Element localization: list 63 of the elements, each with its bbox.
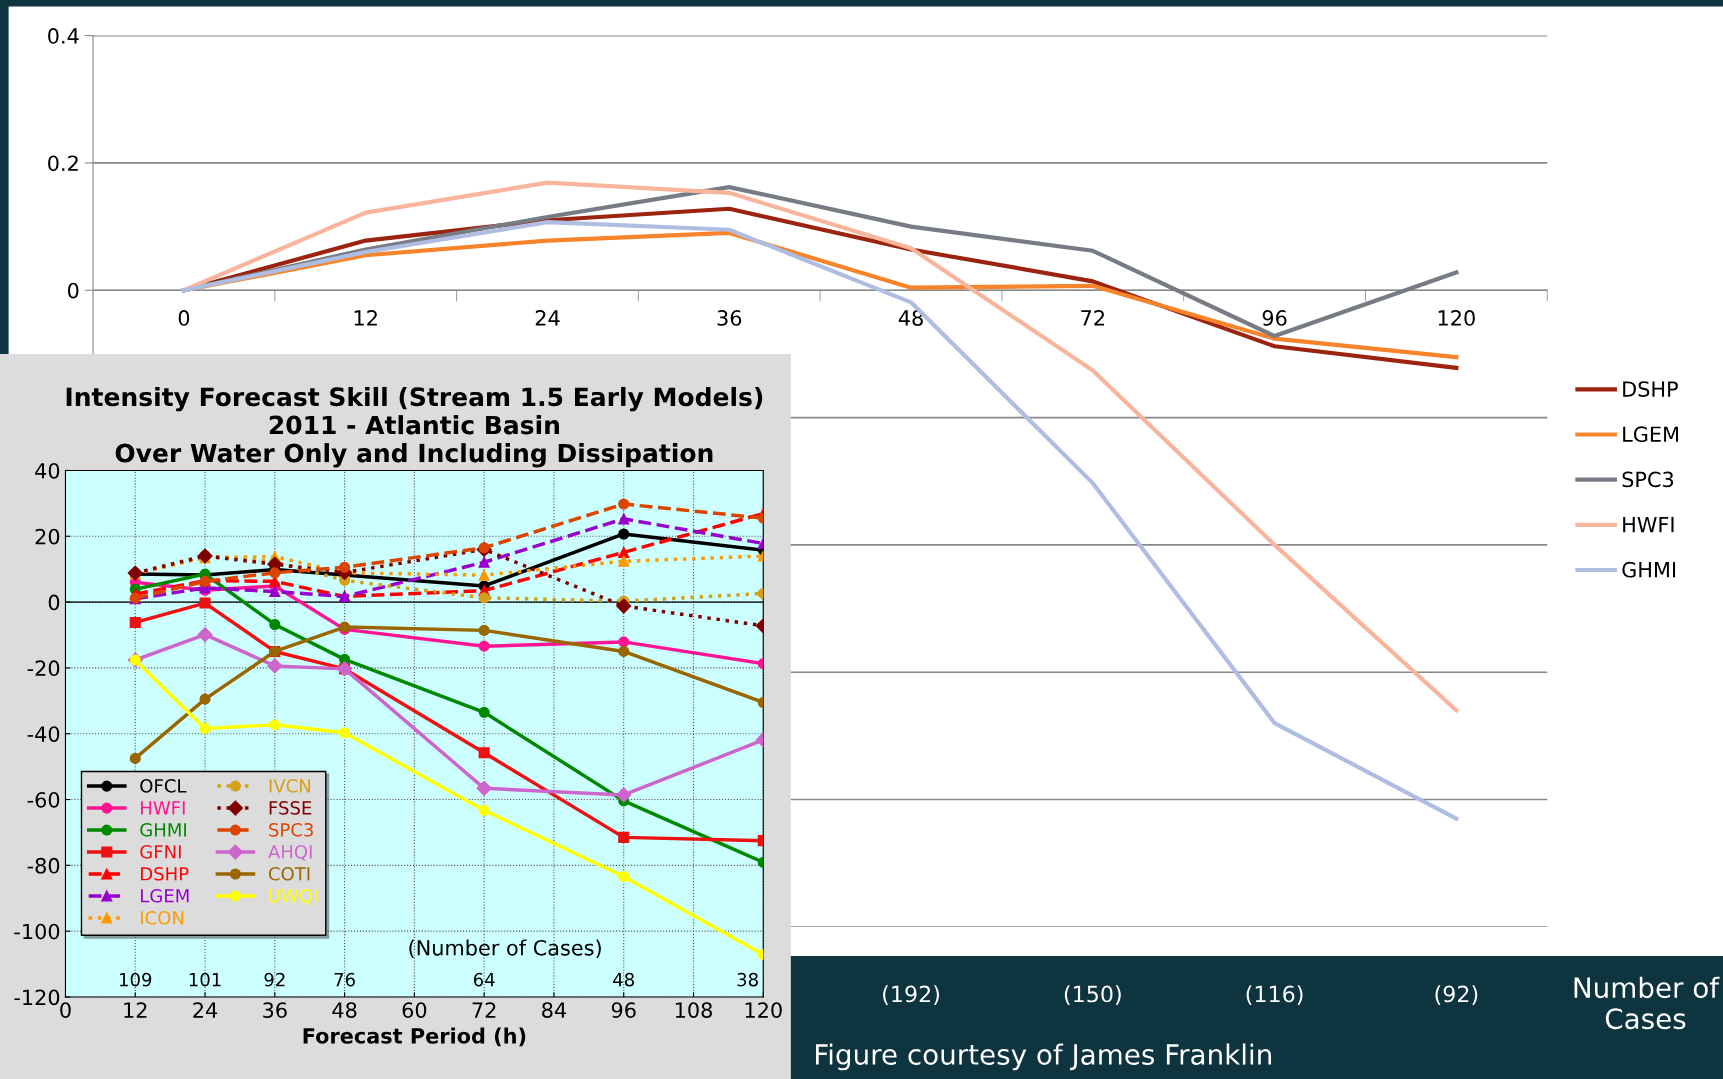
x-tick-label: 108 xyxy=(675,1002,712,1018)
x-tick-label: 84 xyxy=(542,1002,567,1018)
chart-title: Intensity Forecast Skill (Stream 1.5 Early Models) 2011 - Atlantic Basin Over Water Only and Including Dissipation xyxy=(66,386,763,468)
legend-label: AHQI xyxy=(268,844,312,861)
legend-label: GHMI xyxy=(140,822,186,837)
annotation: 92 xyxy=(264,972,285,987)
y-tick-label: 0.2 xyxy=(48,155,78,172)
x-tick-label: 72 xyxy=(1081,310,1104,326)
x-tick-label: 96 xyxy=(611,1002,636,1018)
legend-label: COTI xyxy=(268,866,310,881)
text: (192) xyxy=(883,985,939,1005)
y-tick-label: 20 xyxy=(35,528,60,545)
legend-label: LGEM xyxy=(141,888,189,903)
y-tick-label: -20 xyxy=(27,660,60,677)
legend-label: SPC3 xyxy=(1622,471,1674,488)
y-tick-label: -100 xyxy=(14,923,60,940)
x-tick-label: 12 xyxy=(124,1002,147,1018)
x-tick-label: 72 xyxy=(472,1002,496,1018)
x-axis-title: Forecast Period (h) xyxy=(303,1027,526,1047)
legend-label: GHMI xyxy=(1622,561,1676,578)
y-tick-label: 0 xyxy=(67,282,79,299)
legend-label: SPC3 xyxy=(269,822,313,837)
y-tick-label: 40 xyxy=(35,462,60,479)
y-tick-label: -40 xyxy=(27,726,60,742)
x-tick-label: 36 xyxy=(263,1002,287,1018)
annotation: 109 xyxy=(120,972,152,987)
legend-label: FSSE xyxy=(269,800,312,815)
annotation: 76 xyxy=(334,972,355,987)
legend-label: ICON xyxy=(141,910,184,925)
legend-label: LGEM xyxy=(1623,426,1679,443)
text: (150) xyxy=(1064,985,1121,1005)
annotation: 64 xyxy=(473,972,495,987)
text: (92) xyxy=(1435,985,1478,1005)
annotation: 101 xyxy=(189,972,221,987)
annotation: 48 xyxy=(613,972,634,987)
legend-label: OFCL xyxy=(140,779,187,793)
legend-label: GFNI xyxy=(140,844,181,859)
x-tick-label: 120 xyxy=(1438,310,1475,326)
legend-label: DSHP xyxy=(1623,381,1678,397)
x-tick-label: 0 xyxy=(178,310,190,326)
y-tick-label: -80 xyxy=(27,857,60,874)
x-tick-label: 12 xyxy=(354,310,377,326)
text: Number of Cases xyxy=(1574,976,1720,1030)
legend-label: HWFI xyxy=(1623,516,1674,533)
x-tick-label: 60 xyxy=(402,1002,427,1018)
x-tick-label: 120 xyxy=(745,1002,782,1018)
text: Figure courtesy of James Franklin xyxy=(815,1043,1271,1071)
y-tick-label: -60 xyxy=(27,791,60,808)
annotation: 38 xyxy=(737,972,758,987)
legend-label: DSHP xyxy=(141,866,189,881)
x-tick-label: 24 xyxy=(535,310,560,326)
y-tick-label: -120 xyxy=(14,989,60,1006)
x-tick-label: 36 xyxy=(717,310,742,326)
legend-label: UWQI xyxy=(269,888,317,905)
x-tick-label: 24 xyxy=(193,1002,218,1018)
x-tick-label: 96 xyxy=(1262,310,1287,326)
text: (116) xyxy=(1246,985,1303,1005)
legend-label: HWFI xyxy=(141,801,185,815)
y-tick-label: 0.4 xyxy=(48,28,79,44)
annotation: (Number of Cases) xyxy=(409,939,601,959)
y-tick-label: 0 xyxy=(48,594,60,611)
legend-label: IVCN xyxy=(269,779,310,793)
x-tick-label: 48 xyxy=(332,1002,357,1018)
